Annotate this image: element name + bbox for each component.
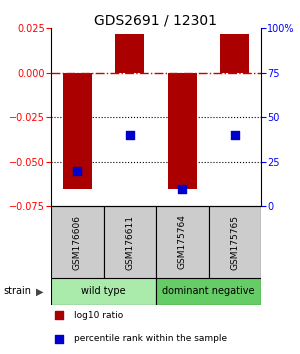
Text: GSM176611: GSM176611 xyxy=(125,215,134,269)
Bar xyxy=(51,206,104,278)
Text: dominant negative: dominant negative xyxy=(162,286,255,296)
Bar xyxy=(115,34,144,73)
Point xyxy=(128,132,132,138)
Point xyxy=(232,132,237,138)
Bar xyxy=(63,73,92,189)
Bar xyxy=(156,278,261,305)
Point xyxy=(230,4,235,9)
Point xyxy=(230,218,235,223)
Text: percentile rank within the sample: percentile rank within the sample xyxy=(74,334,227,343)
Bar xyxy=(103,206,156,278)
Title: GDS2691 / 12301: GDS2691 / 12301 xyxy=(94,13,218,27)
Text: GSM176606: GSM176606 xyxy=(73,215,82,269)
Bar xyxy=(168,73,197,189)
Text: GSM175765: GSM175765 xyxy=(230,215,239,269)
Text: strain: strain xyxy=(3,286,31,296)
Text: ▶: ▶ xyxy=(36,286,44,296)
Bar xyxy=(220,34,249,73)
Bar xyxy=(51,278,156,305)
Text: GSM175764: GSM175764 xyxy=(178,215,187,269)
Text: wild type: wild type xyxy=(81,286,126,296)
Point xyxy=(180,186,185,192)
Text: log10 ratio: log10 ratio xyxy=(74,310,123,320)
Point xyxy=(75,168,80,173)
Bar xyxy=(208,206,261,278)
Bar xyxy=(156,206,208,278)
